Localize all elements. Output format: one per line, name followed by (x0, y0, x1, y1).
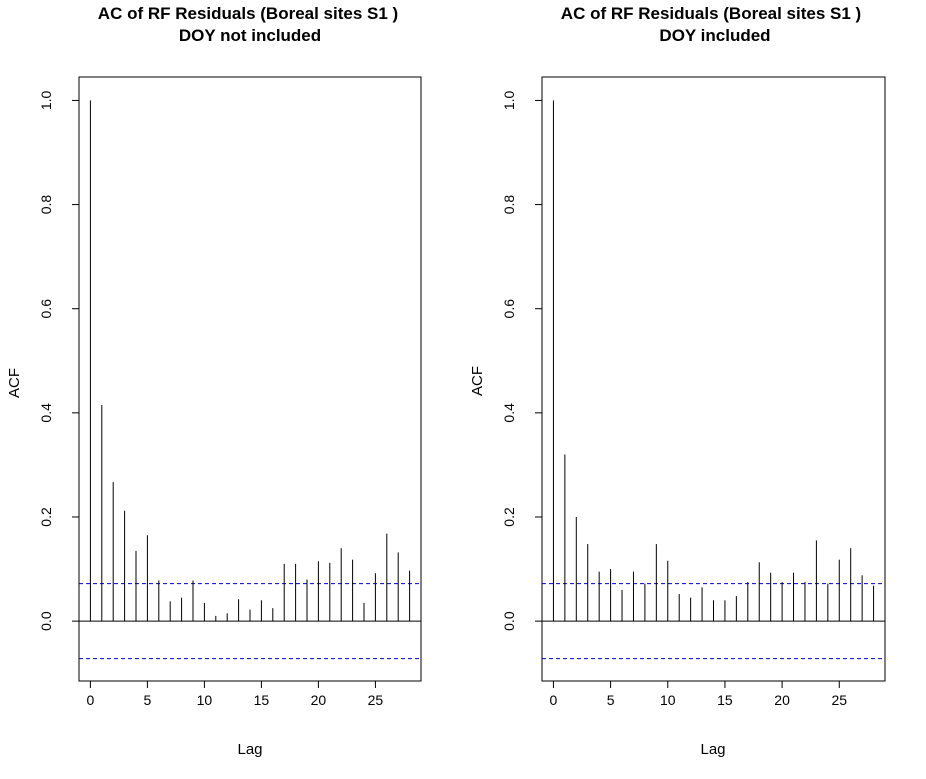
x-tick-label: 20 (311, 692, 327, 708)
y-tick-label: 1.0 (38, 90, 54, 110)
x-tick-label: 0 (550, 692, 558, 708)
x-tick-label: 25 (368, 692, 384, 708)
y-tick-label: 0.8 (38, 195, 54, 215)
y-tick-label: 1.0 (501, 90, 517, 110)
chart-title: AC of RF Residuals (Boreal sites S1 ) (98, 4, 398, 23)
plot-frame (541, 76, 886, 682)
acf-marks: 0 5 10 15 20 25 0.0 0.2 0.4 0.6 0.8 1.0 (501, 90, 885, 708)
y-axis-label: ACF (6, 368, 23, 398)
y-tick-label: 0.6 (38, 299, 54, 319)
y-tick-label: 0.0 (38, 611, 54, 631)
y-tick-label: 0.8 (501, 195, 517, 215)
chart-title: AC of RF Residuals (Boreal sites S1 ) (561, 4, 861, 23)
acf-panel-doy-not-included: AC of RF Residuals (Boreal sites S1 ) DO… (6, 4, 422, 758)
x-tick-label: 5 (144, 692, 152, 708)
y-tick-label: 0.4 (38, 403, 54, 423)
x-axis-label: Lag (237, 741, 262, 758)
x-tick-label: 15 (717, 692, 733, 708)
chart-subtitle: DOY included (659, 26, 770, 45)
x-tick-label: 25 (831, 692, 847, 708)
plot-frame (78, 76, 422, 682)
y-tick-label: 0.2 (38, 507, 54, 527)
y-axis-label: ACF (469, 366, 486, 396)
x-tick-label: 10 (197, 692, 213, 708)
y-tick-label: 0.2 (501, 507, 517, 527)
x-tick-label: 15 (254, 692, 270, 708)
x-tick-label: 5 (607, 692, 615, 708)
x-tick-label: 0 (87, 692, 95, 708)
y-tick-label: 0.4 (501, 403, 517, 423)
x-axis-label: Lag (700, 741, 725, 758)
y-tick-label: 0.0 (501, 611, 517, 631)
acf-panel-doy-included: AC of RF Residuals (Boreal sites S1 ) DO… (469, 4, 886, 758)
x-tick-label: 10 (660, 692, 676, 708)
x-tick-label: 20 (774, 692, 790, 708)
y-tick-label: 0.6 (501, 299, 517, 319)
acf-marks: 0 5 10 15 20 25 0.0 0.2 0.4 0.6 0.8 1.0 (38, 90, 421, 708)
chart-subtitle: DOY not included (179, 26, 321, 45)
